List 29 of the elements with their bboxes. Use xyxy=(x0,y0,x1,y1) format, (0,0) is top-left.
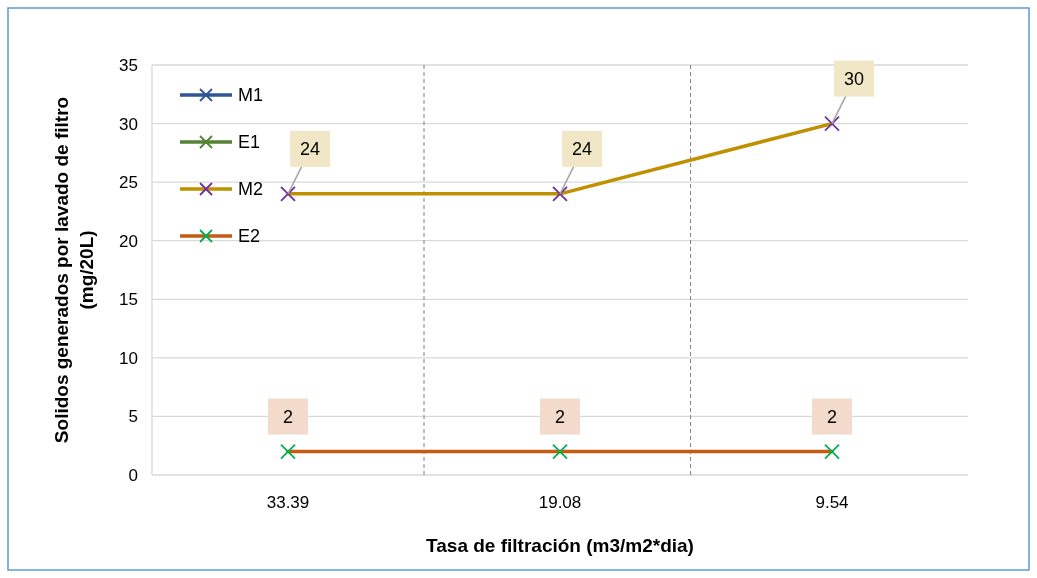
data-label: 2 xyxy=(282,406,294,427)
legend-label: E2 xyxy=(238,226,261,247)
y-tick-label: 0 xyxy=(128,465,138,485)
data-label: 2 xyxy=(826,406,838,427)
data-label: 30 xyxy=(843,68,865,89)
x-axis-title: Tasa de filtración (m3/m2*dia) xyxy=(426,535,694,556)
y-tick-label: 25 xyxy=(119,173,138,193)
y-tick-label: 35 xyxy=(119,55,138,75)
legend-label: M1 xyxy=(238,85,264,106)
point xyxy=(280,185,296,202)
point xyxy=(552,185,568,202)
y-tick-label: 15 xyxy=(119,290,138,310)
y-tick-label: 10 xyxy=(119,348,138,368)
point xyxy=(824,115,840,132)
data-label: 24 xyxy=(571,139,593,160)
y-axis-title: Solidos generados por lavado de filtro (mg/20L) xyxy=(51,96,97,444)
y-tick-label: 5 xyxy=(128,407,138,427)
point xyxy=(824,443,840,460)
y-tick-label: 30 xyxy=(119,114,138,134)
point xyxy=(280,443,296,460)
data-label: 2 xyxy=(554,406,566,427)
x-tick-label: 33.39 xyxy=(266,493,310,512)
x-tick-label: 19.08 xyxy=(538,493,582,512)
x-tick-label: 9.54 xyxy=(815,493,849,512)
data-label: 24 xyxy=(299,139,321,160)
y-tick-label: 20 xyxy=(119,231,138,251)
legend-label: E1 xyxy=(238,132,261,153)
point xyxy=(552,443,568,460)
legend-label: M2 xyxy=(238,179,264,200)
